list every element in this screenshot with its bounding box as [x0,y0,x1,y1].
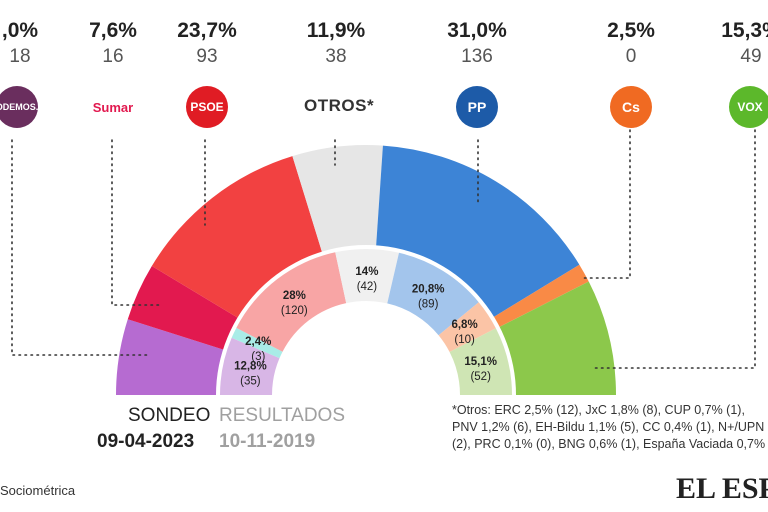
sondeo-slice-cs [492,264,589,328]
footnote-line: PNV 1,2% (6), EH-Bildu 1,1% (5), CC 0,4%… [452,420,765,434]
resultados-slice-psoe [236,252,347,352]
vox-logo-text: VOX [737,100,763,114]
resultados-date: 10-11-2019 [219,431,316,452]
seats-podemos: 18 [9,46,31,67]
pct-pp: 31,0% [447,19,507,42]
leader-line [594,129,756,369]
pct-vox: 15,3% [721,19,768,42]
seats-psoe: 93 [196,46,218,67]
podemos-logo-text: ODEMOS. [0,102,39,112]
resultados-slice-otros [335,249,399,304]
podemos-logo-icon: ODEMOS. [0,86,38,128]
inner-seats-label: (42) [357,281,378,293]
inner-seats-label: (35) [240,375,261,387]
leader-lines [11,129,756,369]
sumar-logo-text: Sumar [92,99,134,115]
footnote-line: *Otros: ERC 2,5% (12), JxC 1,8% (8), CUP… [452,403,745,417]
inner-ring-resultados [220,249,512,395]
resultados-caption: RESULTADOS [219,405,345,426]
inner-pct-label: 6,8% [451,319,477,331]
footnote-line: (2), PRC 0,1% (0), BNG 0,6% (1), España … [452,437,766,451]
inner-seats-label: (3) [251,351,265,363]
leader-line [11,139,151,356]
sumar-logo-icon: Sumar [92,86,134,128]
inner-pct-label: 28% [283,290,306,302]
party-header-sumar: 7,6% 16 [58,18,168,70]
inner-seats-label: (120) [281,305,308,317]
cs-logo-text: Cs [622,99,640,115]
inner-pct-label: 14% [355,266,378,278]
inner-ring-labels: 12,8% (35) 2,4% (3) 28% (120) 14% (42) 20,8% (89)… [234,266,497,387]
pct-psoe: 23,7% [177,19,237,42]
cs-logo-icon: Cs [610,86,652,128]
resultados-slice-podemos [220,337,280,395]
seats-otros: 38 [325,46,347,67]
otros-footnote: *Otros: ERC 2,5% (12), JxC 1,8% (8), CUP… [452,402,768,453]
party-header-pp: 31,0% 136 [422,18,532,70]
inner-pct-label: 15,1% [464,356,497,368]
brand-logo: EL ESP [676,472,768,505]
source-text: Sociométrica [0,483,76,498]
pct-cs: 2,5% [607,19,655,42]
pct-sumar: 7,6% [89,19,137,42]
inner-seats-label: (52) [470,371,491,383]
party-header-podemos: ,0% 18 [0,18,75,70]
resultados-slice-cs [438,302,496,353]
resultados-slice-pp [387,252,479,336]
resultados-slice-mas-pais [231,327,283,359]
inner-seats-label: (10) [454,334,475,346]
seats-cs: 0 [625,46,637,67]
pct-otros: 11,9% [306,19,366,42]
sondeo-slice-podemos [116,319,225,395]
sondeo-slice-otros [292,144,383,254]
inner-pct-label: 2,4% [245,336,271,348]
vox-logo-icon: VOX [729,86,768,128]
psoe-logo-text: PSOE [190,100,224,114]
resultados-slice-vox [449,328,512,395]
inner-pct-label: 20,8% [412,284,445,296]
outer-ring-sondeo [116,144,616,395]
seats-sumar: 16 [102,46,124,67]
sondeo-slice-psoe [151,156,323,319]
sondeo-slice-pp [376,145,580,318]
seats-vox: 49 [740,46,762,67]
sondeo-slice-vox [497,281,616,395]
pp-logo-icon: PP [456,86,498,128]
sondeo-date: 09-04-2023 [97,431,195,452]
inner-seats-label: (89) [418,299,439,311]
pp-logo-text: PP [467,99,487,115]
sondeo-slice-sumar [127,266,240,351]
party-header-otros: 11,9% 38 [281,18,391,70]
leader-line [111,139,161,306]
leader-line [581,129,631,279]
party-header-vox: 15,3% 49 [696,18,768,70]
otros-label: OTROS* [304,96,375,115]
seats-pp: 136 [461,46,493,67]
party-header-cs: 2,5% 0 [576,18,686,70]
pct-podemos: ,0% [1,19,39,42]
inner-pct-label: 12,8% [234,360,267,372]
psoe-logo-icon: PSOE [186,86,228,128]
sondeo-caption: SONDEO [128,405,211,426]
party-header-psoe: 23,7% 93 [152,18,262,70]
